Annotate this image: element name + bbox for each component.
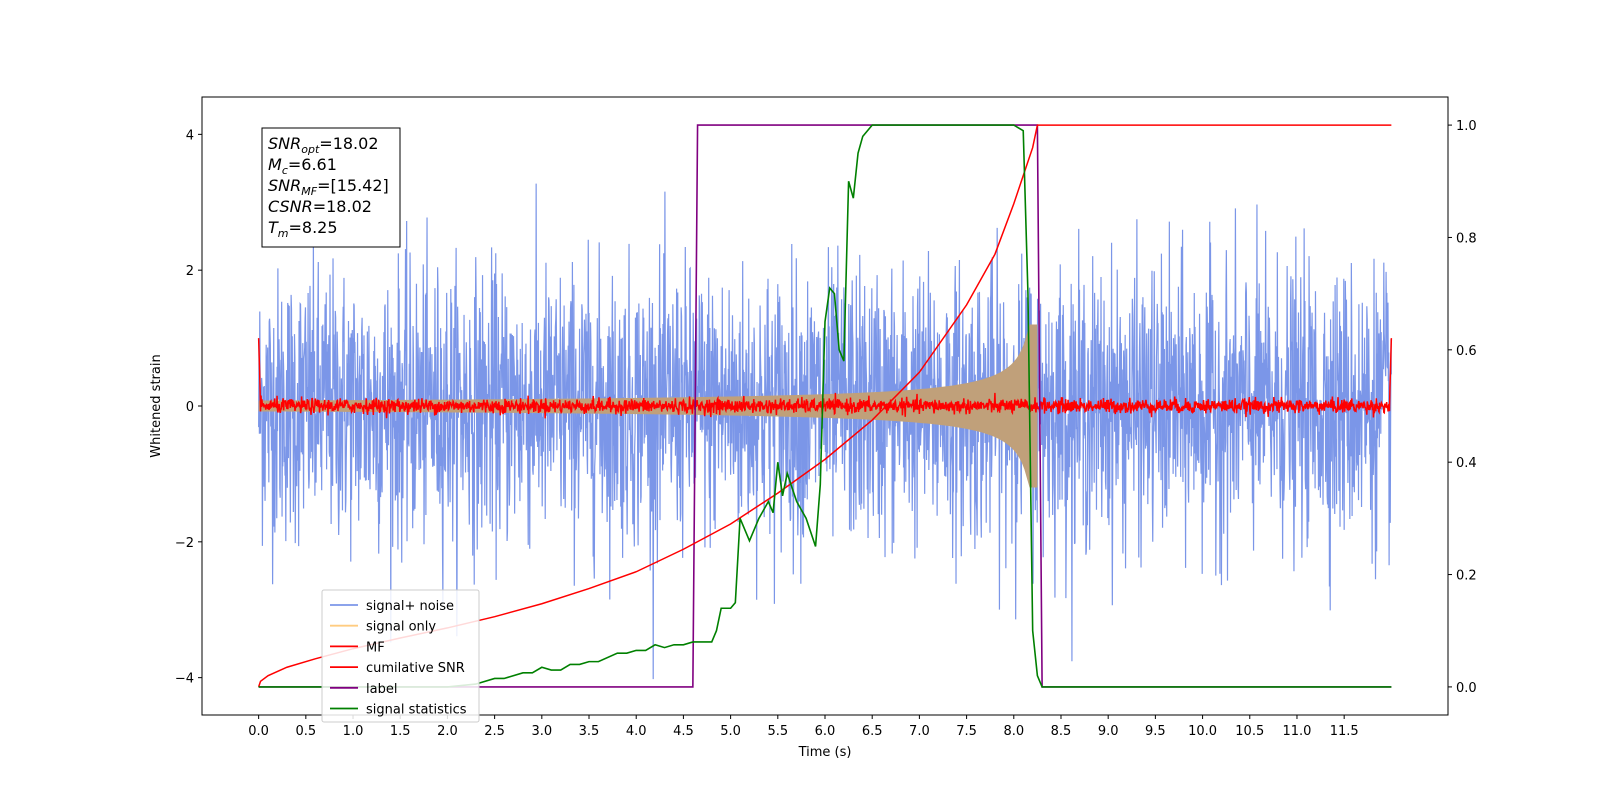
annotation-frame <box>261 127 401 248</box>
series-layer <box>257 124 1393 688</box>
x-tick-label: 0.0 <box>248 724 269 739</box>
x-tick-label: 4.5 <box>673 724 694 739</box>
x-tick-label: 4.0 <box>626 724 647 739</box>
x-tick-label: 10.0 <box>1188 724 1217 739</box>
annotation-line: Tm=8.25 <box>268 218 338 240</box>
x-tick-label: 10.5 <box>1235 724 1264 739</box>
y-axis-title: Whitened strain <box>149 354 164 457</box>
y2-tick-label: 0.4 <box>1456 456 1477 471</box>
legend-label: signal+ noise <box>366 599 454 614</box>
y-tick-label: 2 <box>186 264 194 279</box>
x-axis-title: Time (s) <box>798 745 852 760</box>
x-tick-label: 5.5 <box>767 724 788 739</box>
x-tick-label: 9.0 <box>1098 724 1119 739</box>
series-cumulative-snr <box>257 124 1392 688</box>
x-tick-label: 8.5 <box>1051 724 1072 739</box>
legend: signal+ noise signal only MF cumilative SNR… <box>321 589 480 723</box>
x-tick-label: 8.0 <box>1003 724 1024 739</box>
series-mf <box>257 338 1393 419</box>
x-tick-label: 6.0 <box>815 724 836 739</box>
y-tick-label: −2 <box>175 536 194 551</box>
x-tick-label: 7.5 <box>956 724 977 739</box>
annotation-line: SNRMF=[15.42] <box>268 176 389 198</box>
y-tick-label: −4 <box>175 672 194 687</box>
legend-label: signal only <box>366 620 436 635</box>
x-tick-label: 2.0 <box>437 724 458 739</box>
annotation-line: CSNR=18.02 <box>268 197 372 216</box>
y-tick-label: 4 <box>186 128 194 143</box>
x-tick-label: 3.5 <box>579 724 600 739</box>
x-tick-label: 1.0 <box>343 724 364 739</box>
x-axis: 0.0 0.5 1.0 1.5 2.0 2.5 3.0 3.5 4.0 4.5 5.0 5.5 6.0 6… <box>248 715 1359 739</box>
x-tick-label: 7.0 <box>909 724 930 739</box>
x-tick-label: 3.0 <box>531 724 552 739</box>
annotation-line: Mc=6.61 <box>268 155 337 177</box>
y2-tick-label: 1.0 <box>1456 119 1477 134</box>
annotation-box: SNRopt=18.02Mc=6.61SNRMF=[15.42]CSNR=18.… <box>261 127 401 248</box>
legend-label: label <box>366 682 397 697</box>
series-signal-statistics <box>258 124 1392 688</box>
x-tick-label: 9.5 <box>1145 724 1166 739</box>
x-tick-label: 6.5 <box>862 724 883 739</box>
y2-tick-label: 0.0 <box>1456 681 1477 696</box>
x-tick-label: 11.5 <box>1330 724 1359 739</box>
y2-tick-label: 0.2 <box>1456 569 1477 584</box>
legend-frame <box>321 589 480 723</box>
y-tick-label: 0 <box>186 400 194 415</box>
y-axis-right: 0.0 0.2 0.4 0.6 0.8 1.0 <box>1448 119 1477 696</box>
x-tick-label: 2.5 <box>484 724 505 739</box>
y-axis-left: −4 −2 0 2 4 <box>175 128 202 687</box>
annotation-line: SNRopt=18.02 <box>268 134 379 156</box>
legend-label: MF <box>366 640 385 655</box>
y2-tick-label: 0.8 <box>1456 231 1477 246</box>
x-tick-label: 11.0 <box>1282 724 1311 739</box>
legend-label: cumilative SNR <box>366 661 465 676</box>
y2-tick-label: 0.6 <box>1456 344 1477 359</box>
x-tick-label: 5.0 <box>720 724 741 739</box>
legend-label: signal statistics <box>366 703 467 718</box>
x-tick-label: 1.5 <box>390 724 411 739</box>
x-tick-label: 0.5 <box>295 724 316 739</box>
